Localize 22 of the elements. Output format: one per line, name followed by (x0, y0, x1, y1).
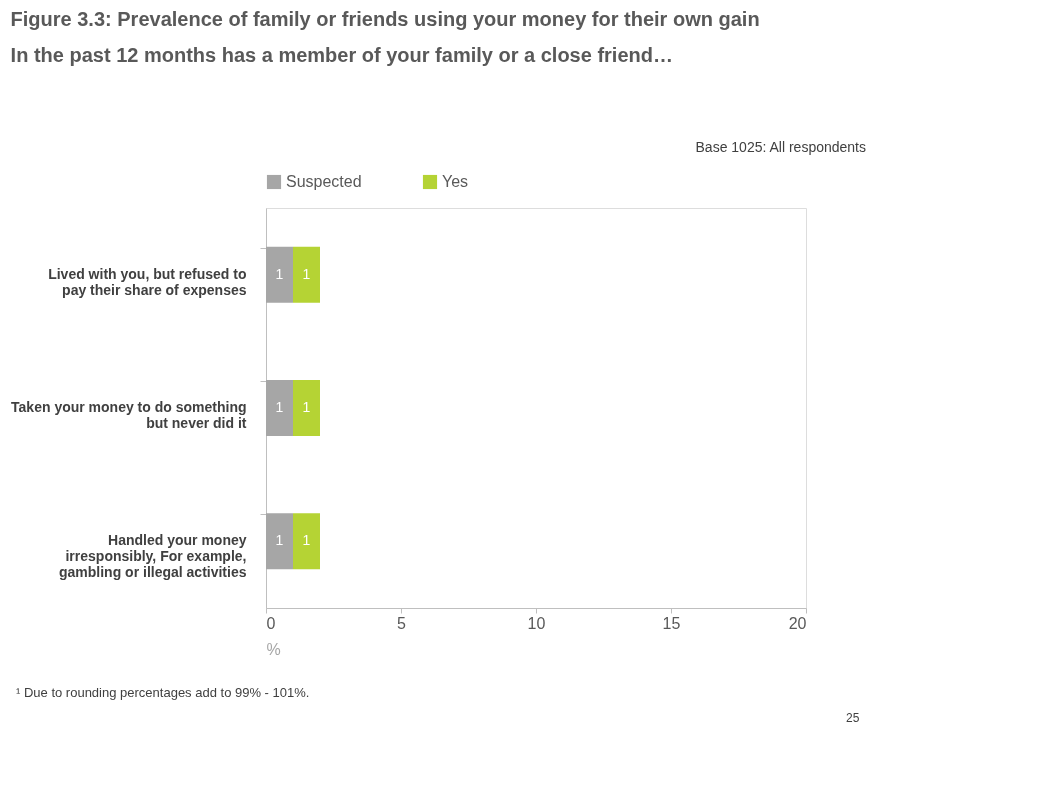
legend-label: Suspected (286, 173, 362, 190)
x-axis-title: % (266, 640, 281, 658)
text: ¹ Due to rounding percentages add to 99% - 101%. (16, 685, 310, 700)
x-tick-label: 5 (397, 614, 407, 632)
data-label: 1 (275, 532, 284, 549)
x-tick-label: 10 (527, 614, 546, 632)
data-label: 1 (275, 265, 284, 282)
x-tick-label: 20 (788, 614, 807, 632)
chart-subtitle: In the past 12 months has a member of your family or a close friend… (10, 44, 673, 66)
x-tick-label: 15 (662, 614, 681, 632)
text: Base 1025: All respondents (695, 139, 866, 155)
data-label: 1 (302, 399, 311, 415)
data-label: 1 (275, 399, 284, 415)
y-tick-label: Taken your money to do something but never did it (11, 399, 247, 431)
legend-label: Yes (442, 173, 469, 190)
data-label: 1 (302, 265, 311, 282)
y-tick-label: Lived with you, but refused to pay their share of expenses (48, 265, 247, 298)
y-tick-label: Handled your money irresponsibly, For example, gambling or illegal activities (59, 532, 247, 581)
chart-title: Figure 3.3: Prevalence of family or friends using your money for their own gain (10, 8, 760, 30)
x-tick-label: 0 (266, 614, 276, 632)
text: 25 (846, 711, 860, 725)
data-label: 1 (302, 532, 311, 549)
